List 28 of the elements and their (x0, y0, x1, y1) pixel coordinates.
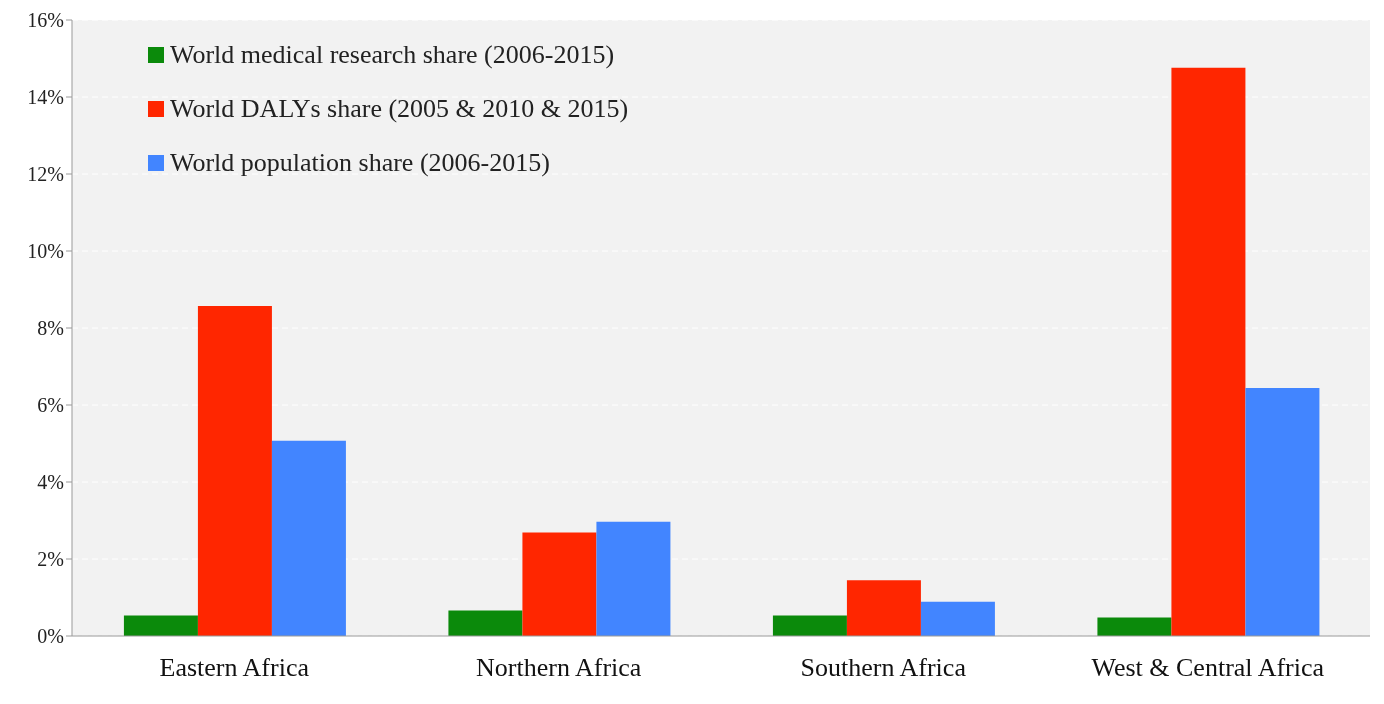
y-tick-label: 4% (37, 471, 64, 494)
y-tick-label: 8% (37, 317, 64, 340)
legend-label: World DALYs share (2005 & 2010 & 2015) (170, 94, 629, 124)
y-tick-label: 6% (37, 394, 64, 417)
y-tick-label: 16% (27, 9, 64, 32)
legend-label: World population share (2006-2015) (170, 148, 550, 178)
bar (596, 521, 671, 636)
x-tick-label: Southern Africa (800, 653, 967, 683)
bar (123, 615, 198, 636)
bar (846, 580, 921, 636)
y-tick-label: 12% (27, 163, 64, 186)
y-tick-label: 2% (37, 548, 64, 571)
bar (271, 440, 346, 636)
bar (920, 601, 995, 636)
bar (197, 306, 272, 636)
x-tick-label: Eastern Africa (159, 653, 310, 683)
bar (522, 532, 597, 636)
y-tick-label: 10% (27, 240, 64, 263)
bar (1245, 388, 1320, 636)
bar (772, 615, 847, 636)
bar (1097, 617, 1172, 636)
legend-label: World medical research share (2006-2015) (170, 40, 615, 70)
bar (1171, 67, 1246, 636)
bar (448, 610, 523, 636)
x-tick-label: Northern Africa (476, 653, 642, 683)
y-tick-label: 0% (37, 625, 64, 648)
y-tick-label: 14% (27, 86, 64, 109)
x-tick-label: West & Central Africa (1091, 653, 1325, 683)
